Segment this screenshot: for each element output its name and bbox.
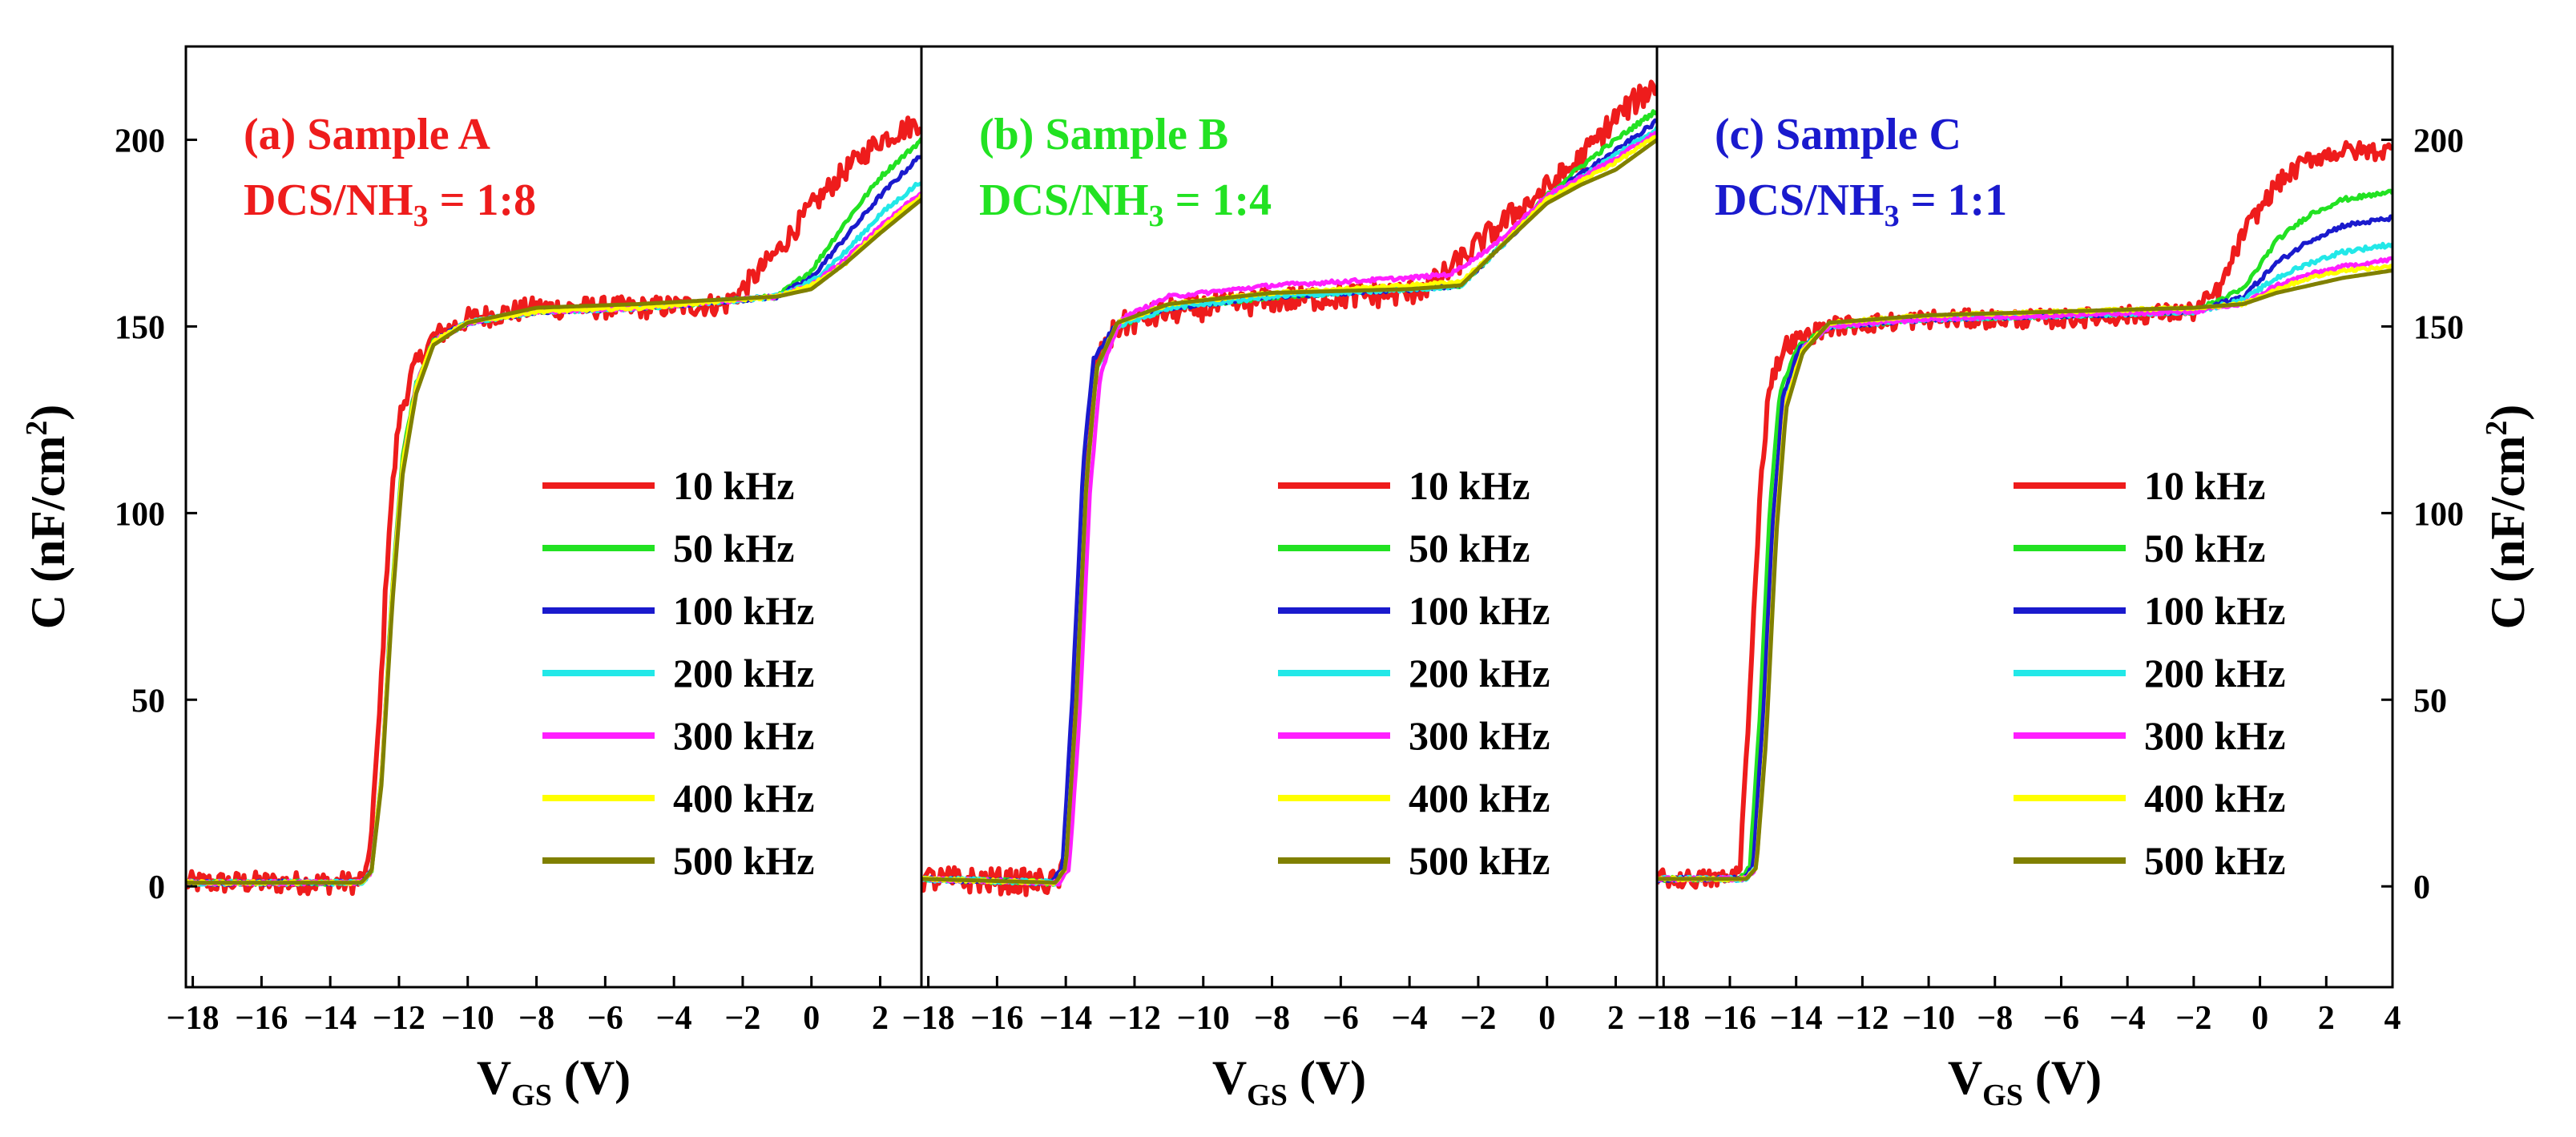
series-line-50khz <box>186 137 921 887</box>
series-line-100khz <box>921 118 1657 886</box>
x-tick-label: −8 <box>518 1000 554 1037</box>
x-tick-label: −12 <box>1108 1000 1161 1037</box>
x-tick-label: −10 <box>441 1000 494 1037</box>
y-tick-label-right: 0 <box>2413 869 2430 906</box>
x-tick-label: −6 <box>1323 1000 1359 1037</box>
panel-title: (c) Sample C <box>1715 110 1961 159</box>
x-tick-label: 4 <box>2385 1000 2401 1037</box>
legend-label: 10 kHz <box>2144 463 2265 508</box>
panel-ratio-label: DCS/NH3 = 1:1 <box>1715 175 2007 233</box>
x-tick-label: −6 <box>2043 1000 2079 1037</box>
x-tick-label: 2 <box>872 1000 889 1037</box>
y-tick-label-left: 200 <box>115 123 165 159</box>
series-group <box>186 115 921 897</box>
panel-title: (a) Sample A <box>244 110 491 159</box>
x-tick-label: −2 <box>724 1000 760 1037</box>
y-tick-label-right: 200 <box>2413 123 2464 159</box>
legend-label: 300 kHz <box>673 713 814 758</box>
y-tick-label-left: 0 <box>148 869 165 906</box>
x-tick-label: 2 <box>2318 1000 2335 1037</box>
x-tick-label: −4 <box>1392 1000 1428 1037</box>
legend-label: 50 kHz <box>673 526 794 571</box>
panel-ratio-label: DCS/NH3 = 1:8 <box>244 175 536 233</box>
legend: 10 kHz 50 kHz 100 kHz 200 kHz 300 kHz 400 kHz… <box>2014 463 2285 883</box>
panel-title: (b) Sample B <box>979 110 1228 159</box>
x-tick-label: −10 <box>1177 1000 1230 1037</box>
x-tick-label: −8 <box>1977 1000 2013 1037</box>
x-tick-label: −2 <box>1460 1000 1496 1037</box>
series-line-50khz <box>921 109 1657 887</box>
x-tick-label: −4 <box>656 1000 692 1037</box>
legend-label: 400 kHz <box>673 776 814 820</box>
legend-label: 200 kHz <box>673 651 814 696</box>
x-tick-label: 0 <box>803 1000 820 1037</box>
x-tick-label: 2 <box>1607 1000 1624 1037</box>
series-group <box>921 79 1657 897</box>
series-line-500khz <box>186 198 921 885</box>
series-line-300khz <box>921 131 1657 887</box>
legend: 10 kHz 50 kHz 100 kHz 200 kHz 300 kHz 400 kHz… <box>1278 463 1550 883</box>
legend-label: 50 kHz <box>1409 526 1530 571</box>
series-line-200khz <box>921 126 1657 887</box>
x-tick-label: −2 <box>2175 1000 2211 1037</box>
legend-label: 200 kHz <box>2144 651 2285 696</box>
x-tick-label: −16 <box>1703 1000 1756 1037</box>
x-axis-title: VGS (V) <box>477 1051 631 1112</box>
series-line-500khz <box>921 138 1657 885</box>
series-line-400khz <box>921 135 1657 886</box>
x-tick-label: 0 <box>1538 1000 1555 1037</box>
legend-label: 100 kHz <box>673 588 814 633</box>
panel-c: −18 −16 −14 −12 −10 −8 −6 −4 −2 0 2 4 VGS (V) (c) Sam… <box>1637 45 2401 1112</box>
legend-label: 50 kHz <box>2144 526 2265 571</box>
legend-label: 300 kHz <box>1409 713 1550 758</box>
x-tick-label: −12 <box>373 1000 425 1037</box>
y-tick-label-left: 100 <box>115 496 165 533</box>
x-tick-label: −6 <box>587 1000 623 1037</box>
panel-a: −18 −16 −14 −12 −10 −8 −6 −4 −2 0 2 VGS (V) (a) Samp… <box>167 45 923 1112</box>
x-tick-label: −18 <box>1637 1000 1690 1037</box>
x-tick-label: −14 <box>1770 1000 1823 1037</box>
series-group <box>1657 139 2393 890</box>
y-axes: 0 0 50 50 100 100 150 150 200 200 <box>115 123 2464 906</box>
legend-label: 500 kHz <box>673 838 814 883</box>
y-axis-title-right: C (nF/cm2) <box>2480 405 2534 630</box>
x-tick-label: −12 <box>1836 1000 1889 1037</box>
legend-label: 10 kHz <box>1409 463 1530 508</box>
legend-label: 100 kHz <box>2144 588 2285 633</box>
x-tick-label: −18 <box>167 1000 220 1037</box>
legend: 10 kHz 50 kHz 100 kHz 200 kHz 300 kHz 400 kHz… <box>542 463 814 883</box>
panel-b: −18 −16 −14 −12 −10 −8 −6 −4 −2 0 2 VGS (V) (b) Samp… <box>902 45 1659 1112</box>
series-line-500khz <box>1657 268 2393 881</box>
legend-label: 400 kHz <box>2144 776 2285 820</box>
y-axis-title-left: C (nF/cm2) <box>20 405 75 630</box>
x-tick-label: −14 <box>304 1000 357 1037</box>
y-tick-label-left: 50 <box>131 683 165 720</box>
x-tick-label: −18 <box>902 1000 955 1037</box>
legend-label: 500 kHz <box>1409 838 1550 883</box>
y-tick-label-left: 150 <box>115 309 165 346</box>
panel-frame <box>1655 45 2394 989</box>
series-line-10khz <box>1657 139 2393 890</box>
legend-label: 10 kHz <box>673 463 794 508</box>
y-tick-label-right: 100 <box>2413 496 2464 533</box>
y-tick-label-right: 50 <box>2413 683 2447 720</box>
legend-label: 300 kHz <box>2144 713 2285 758</box>
x-tick-label: −10 <box>1902 1000 1955 1037</box>
x-tick-label: −16 <box>235 1000 288 1037</box>
series-line-10khz <box>921 79 1657 897</box>
legend-label: 400 kHz <box>1409 776 1550 820</box>
panel-ratio-label: DCS/NH3 = 1:4 <box>979 175 1272 233</box>
x-axis-title: VGS (V) <box>1948 1051 2102 1112</box>
x-tick-label: −4 <box>2110 1000 2146 1037</box>
x-tick-label: 0 <box>2251 1000 2268 1037</box>
x-axis-title: VGS (V) <box>1212 1051 1366 1112</box>
x-tick-label: −14 <box>1039 1000 1092 1037</box>
legend-label: 200 kHz <box>1409 651 1550 696</box>
legend-label: 100 kHz <box>1409 588 1550 633</box>
x-tick-label: −16 <box>970 1000 1023 1037</box>
legend-label: 500 kHz <box>2144 838 2285 883</box>
x-tick-label: −8 <box>1254 1000 1290 1037</box>
y-tick-label-right: 150 <box>2413 309 2464 346</box>
